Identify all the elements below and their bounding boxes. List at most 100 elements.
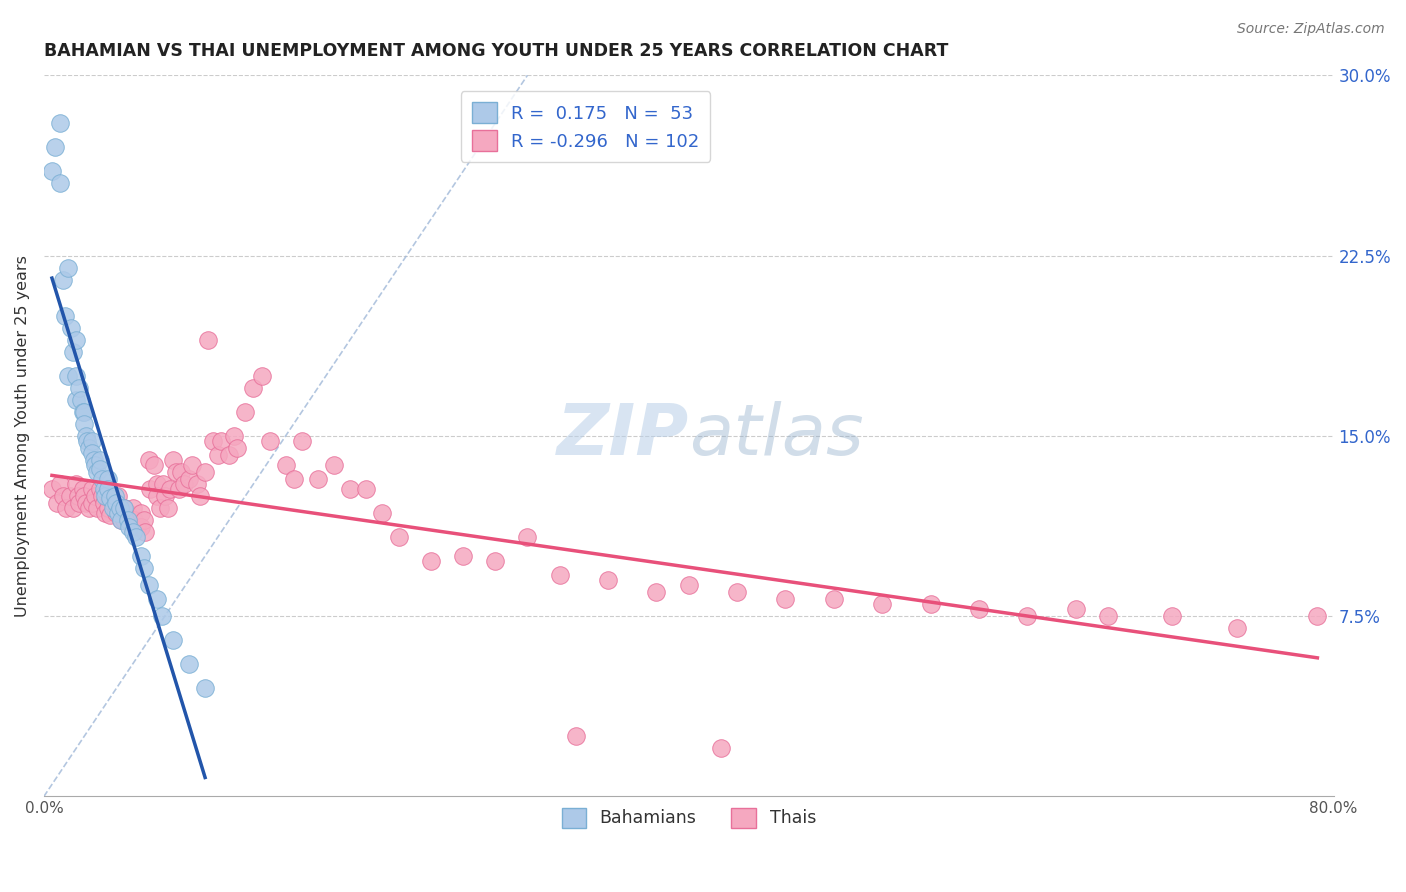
Point <box>76 434 98 448</box>
Point <box>1306 609 1329 624</box>
Point <box>65 476 87 491</box>
Text: Source: ZipAtlas.com: Source: ZipAtlas.com <box>1237 22 1385 37</box>
Point <box>307 472 329 486</box>
Point <box>56 260 79 275</box>
Point <box>162 453 184 467</box>
Point <box>65 368 87 383</box>
Point <box>194 465 217 479</box>
Point <box>45 496 67 510</box>
Text: atlas: atlas <box>689 401 863 470</box>
Point <box>55 500 77 515</box>
Point <box>202 434 225 448</box>
Point <box>121 500 143 515</box>
Point <box>419 554 441 568</box>
Point <box>66 489 89 503</box>
Point <box>484 554 506 568</box>
Point <box>41 482 63 496</box>
Point <box>118 520 141 534</box>
Point <box>645 585 668 599</box>
Point <box>65 333 87 347</box>
Point <box>114 500 136 515</box>
Point <box>107 489 129 503</box>
Point <box>49 177 72 191</box>
Point <box>89 482 111 496</box>
Point <box>98 491 121 506</box>
Point <box>127 520 149 534</box>
Point <box>188 489 211 503</box>
Point <box>159 482 181 496</box>
Point <box>274 458 297 472</box>
Point <box>170 465 193 479</box>
Point <box>52 272 75 286</box>
Point <box>153 489 176 503</box>
Point <box>149 500 172 515</box>
Point <box>105 496 128 510</box>
Point <box>94 506 117 520</box>
Text: BAHAMIAN VS THAI UNEMPLOYMENT AMONG YOUTH UNDER 25 YEARS CORRELATION CHART: BAHAMIAN VS THAI UNEMPLOYMENT AMONG YOUT… <box>44 42 948 60</box>
Point <box>110 513 132 527</box>
Point <box>291 434 314 448</box>
Point <box>823 592 845 607</box>
Point <box>67 381 90 395</box>
Point <box>129 549 152 563</box>
Point <box>121 524 143 539</box>
Point <box>725 585 748 599</box>
Point <box>138 578 160 592</box>
Point <box>283 472 305 486</box>
Point <box>339 482 361 496</box>
Point <box>142 458 165 472</box>
Point <box>117 506 139 520</box>
Point <box>82 445 104 459</box>
Point <box>41 164 63 178</box>
Point <box>49 116 72 130</box>
Point <box>84 489 107 503</box>
Point <box>67 496 90 510</box>
Point <box>84 458 107 472</box>
Point <box>72 405 94 419</box>
Point <box>70 392 93 407</box>
Point <box>516 530 538 544</box>
Point <box>90 489 112 503</box>
Point <box>156 500 179 515</box>
Point <box>145 476 167 491</box>
Point <box>83 453 105 467</box>
Point <box>250 368 273 383</box>
Point <box>207 448 229 462</box>
Point <box>60 320 83 334</box>
Point <box>165 465 187 479</box>
Point <box>1226 621 1249 635</box>
Point <box>323 458 346 472</box>
Point <box>114 500 136 515</box>
Point <box>132 561 155 575</box>
Point <box>82 434 104 448</box>
Point <box>356 482 378 496</box>
Point <box>125 530 148 544</box>
Point <box>62 344 84 359</box>
Point <box>371 506 394 520</box>
Point <box>97 489 120 503</box>
Point <box>65 392 87 407</box>
Point <box>93 496 115 510</box>
Point <box>122 513 145 527</box>
Point <box>117 513 139 527</box>
Point <box>152 476 174 491</box>
Point <box>75 429 97 443</box>
Point <box>110 513 132 527</box>
Point <box>114 513 136 527</box>
Point <box>1161 609 1184 624</box>
Point <box>177 472 200 486</box>
Point <box>86 500 108 515</box>
Point <box>129 520 152 534</box>
Point <box>77 441 100 455</box>
Point <box>967 602 990 616</box>
Point <box>150 609 173 624</box>
Point <box>224 429 246 443</box>
Point <box>197 333 219 347</box>
Point <box>138 453 160 467</box>
Point <box>129 506 152 520</box>
Point <box>194 681 217 696</box>
Point <box>49 476 72 491</box>
Point <box>173 476 195 491</box>
Point <box>104 489 127 503</box>
Point <box>209 434 232 448</box>
